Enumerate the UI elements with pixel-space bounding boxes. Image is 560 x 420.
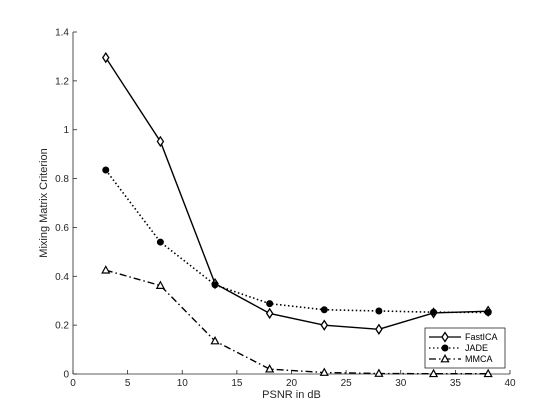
legend-marker-jade: [441, 344, 449, 352]
y-tick-label: 1.4: [55, 28, 69, 39]
legend-label-mmca: MMCA: [465, 354, 493, 364]
y-tick-label: 0.2: [55, 321, 69, 332]
data-point-fastica: [375, 323, 383, 335]
data-point-mmca: [265, 364, 275, 373]
data-point-jade: [320, 306, 328, 314]
legend-marker-mmca: [440, 353, 450, 363]
x-tick-label: 20: [286, 378, 298, 389]
x-tick-label: 35: [450, 378, 462, 389]
plot-area: [73, 32, 510, 374]
data-point-mmca: [155, 280, 166, 289]
x-ticks: 0 5 10 15 20 25 30 35 40: [70, 370, 516, 389]
data-point-mmca: [374, 368, 384, 377]
x-axis-title: PSNR in dB: [262, 389, 321, 401]
x-tick-label: 10: [177, 378, 189, 389]
data-point-fastica: [320, 319, 329, 331]
data-point-jade: [156, 238, 164, 246]
legend-label-jade: JADE: [465, 343, 488, 353]
data-point-mmca: [319, 367, 329, 376]
y-tick-label: 0.6: [55, 223, 69, 234]
y-tick-label: 1: [63, 125, 69, 136]
data-point-mmca: [101, 265, 111, 274]
legend-marker-fastica: [441, 331, 449, 343]
data-point-mmca: [210, 335, 220, 345]
data-point-mmca: [483, 368, 493, 378]
y-ticks: 0 0.2 0.4 0.6 0.8 1 1.2 1.4: [55, 28, 77, 381]
data-point-jade: [211, 281, 219, 289]
y-tick-label: 0.4: [55, 272, 69, 283]
legend-label-fastica: FastICA: [465, 332, 498, 342]
data-point-fastica: [265, 307, 274, 320]
x-tick-label: 5: [125, 378, 131, 389]
y-tick-label: 0: [63, 370, 69, 381]
data-point-jade: [484, 308, 492, 316]
data-point-jade: [266, 300, 274, 308]
x-tick-label: 25: [341, 378, 353, 389]
data-point-fastica: [156, 135, 165, 148]
series-line-mmca: [105, 269, 489, 375]
y-tick-label: 0.8: [55, 174, 69, 185]
data-point-jade: [430, 308, 438, 316]
data-point-jade: [102, 166, 110, 174]
data-point-jade: [375, 307, 383, 315]
data-point-mmca: [428, 368, 439, 378]
series-line-fastica: [105, 57, 489, 331]
x-tick-label: 40: [504, 378, 516, 389]
series-lines: [101, 51, 493, 378]
y-axis-title: Mixing Matrix Criterion: [38, 148, 50, 257]
x-tick-label: 15: [231, 378, 243, 389]
x-tick-label: 30: [395, 378, 407, 389]
y-tick-label: 1.2: [55, 76, 69, 87]
x-tick-label: 0: [70, 378, 76, 389]
data-point-fastica: [101, 51, 110, 64]
series-line-jade: [105, 169, 489, 314]
